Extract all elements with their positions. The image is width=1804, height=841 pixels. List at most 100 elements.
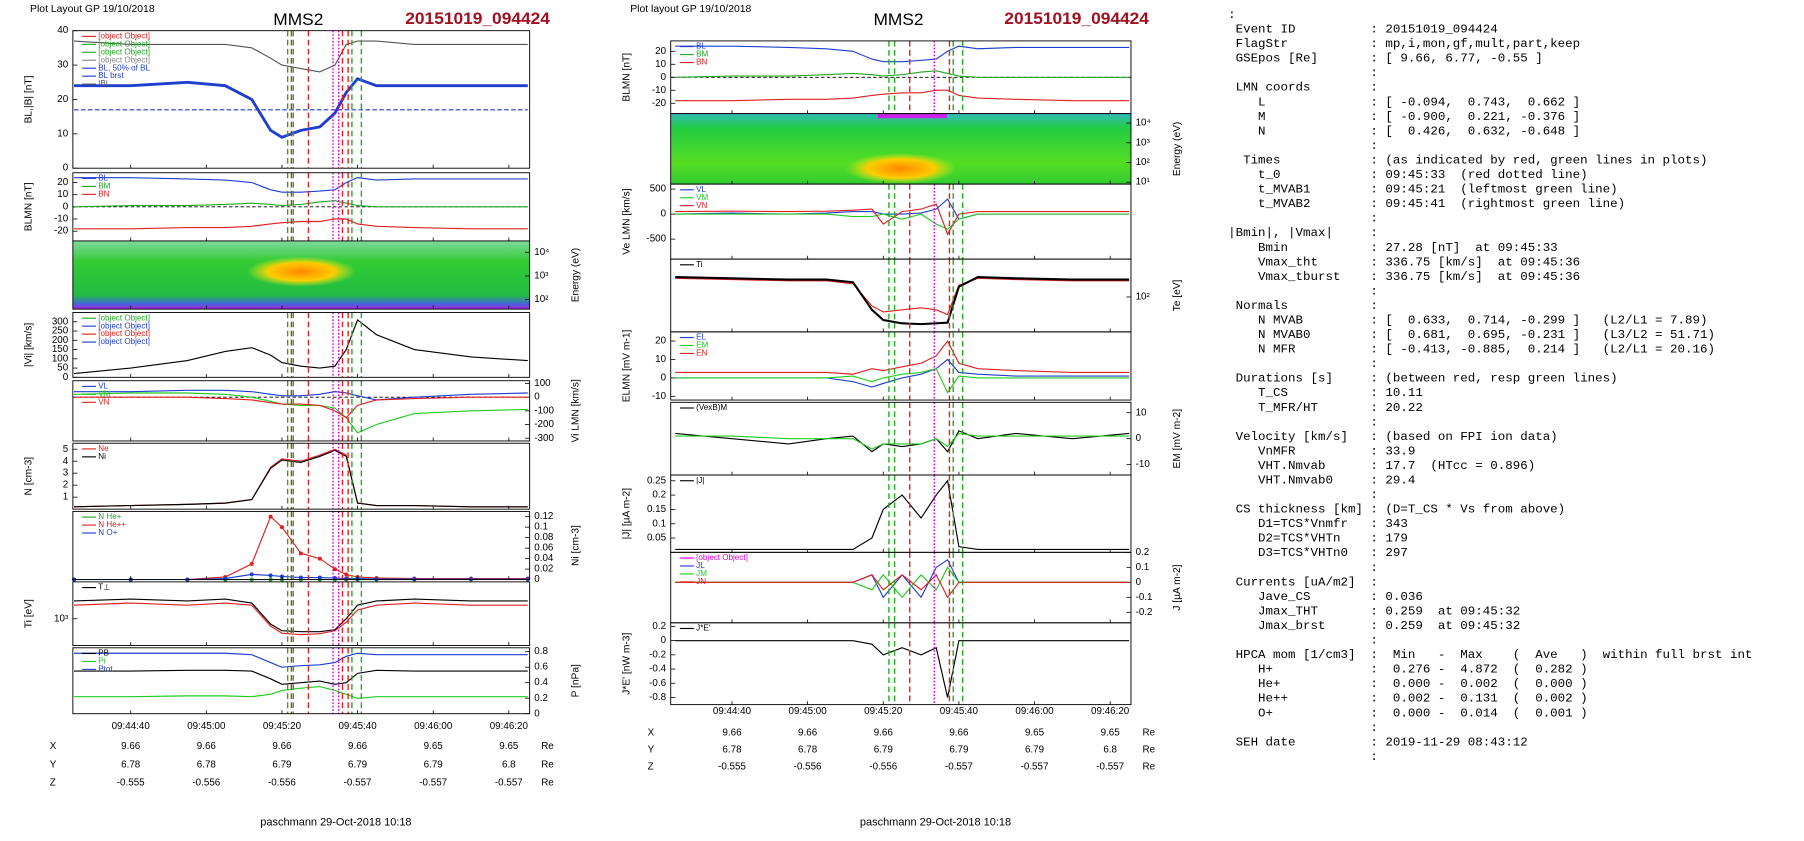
- series-point: [332, 575, 337, 581]
- series-point: [317, 575, 322, 580]
- series-line: [675, 430, 1130, 453]
- y-axis-label: BL,|B| [nT]: [24, 75, 35, 123]
- info-line: D2=TCS*VHTn : 179: [1228, 532, 1408, 546]
- position-value: -0.557: [1096, 762, 1124, 773]
- position-name: Z: [648, 762, 654, 773]
- y-tick-label: 5: [63, 444, 68, 455]
- y-tick-label: 10⁴: [1136, 118, 1151, 129]
- position-value: 6.78: [121, 759, 140, 770]
- info-line: Jmax_THT : 0.259 at 09:45:32: [1228, 605, 1520, 619]
- legend-label: JL: [696, 561, 705, 570]
- info-line: Durations [s] : (between red, resp green…: [1228, 372, 1618, 386]
- position-value: 9.66: [121, 741, 140, 752]
- info-line: Vmax_tburst : 336.75 [km/s] at 09:45:36: [1228, 270, 1580, 284]
- panel-frame: [72, 380, 531, 442]
- legend-label: (VexB)M: [696, 403, 727, 412]
- position-value: 6.79: [874, 745, 893, 756]
- y-tick-label: 0.25: [647, 475, 666, 486]
- info-line: :: [1228, 212, 1378, 226]
- series-line: [74, 515, 528, 580]
- position-value: -0.556: [268, 778, 296, 789]
- series-line: [675, 573, 1130, 599]
- position-value: 6.79: [1025, 745, 1044, 756]
- x-tick-label: 09:46:20: [490, 721, 529, 732]
- y-axis-label: N [cm-3]: [24, 457, 35, 496]
- y-tick-label: 10: [57, 189, 69, 200]
- position-value: 9.66: [722, 728, 741, 739]
- chart-title: MMS2: [873, 9, 923, 29]
- info-line: Vmax_tht : 336.75 [km/s] at 09:45:36: [1228, 255, 1580, 269]
- x-tick-label: 09:44:40: [713, 706, 752, 717]
- y-tick-label: 1: [63, 492, 68, 503]
- series-line: [675, 339, 1130, 375]
- y-tick-label: -10: [652, 391, 667, 402]
- position-value: -0.556: [192, 778, 220, 789]
- legend-label: N He++: [98, 520, 126, 529]
- y-tick-label: 20: [57, 94, 69, 105]
- x-tick-label: 09:45:20: [263, 721, 302, 732]
- series-point: [298, 551, 303, 556]
- panel-frame: [72, 510, 531, 581]
- y-tick-label: 50: [57, 363, 69, 374]
- series-line: [74, 685, 528, 699]
- spectrogram-hot: [246, 256, 357, 287]
- legend-label: EL: [696, 333, 706, 342]
- y-axis-label: Ti [eV]: [24, 599, 35, 628]
- spectrogram-hot: [845, 153, 957, 185]
- series-point: [317, 556, 322, 561]
- info-line: D3=TCS*VHTn0 : 297: [1228, 546, 1408, 560]
- y-tick-label: 0: [1136, 433, 1142, 444]
- y-tick-label: 10²: [1136, 292, 1151, 303]
- position-name: X: [50, 741, 57, 752]
- panel-frame: [72, 647, 531, 715]
- y-axis-label: |J| [µA m-2]: [621, 488, 632, 540]
- legend-label: BM: [98, 182, 110, 191]
- info-line: :: [1228, 561, 1378, 575]
- info-line: VnMFR : 33.9: [1228, 445, 1415, 459]
- info-line: :: [1228, 66, 1378, 80]
- series-line: [675, 432, 1130, 450]
- y-axis-label: EM [mV m-2]: [1172, 409, 1183, 469]
- info-line: FlagStr : mp,i,mon,gf,mult,part,keep: [1228, 37, 1580, 51]
- y-tick-label: 300: [52, 316, 69, 327]
- y-tick-label: 0: [63, 163, 69, 174]
- y-tick-label: -0.6: [649, 678, 666, 689]
- y-axis-label: BLMN [nT]: [24, 182, 35, 231]
- series-line: [675, 213, 1130, 230]
- x-tick-label: 09:45:40: [338, 721, 377, 732]
- y-tick-label: 0.2: [652, 490, 666, 501]
- y-tick-label: 0: [63, 372, 69, 383]
- position-name: Z: [50, 778, 56, 789]
- series-line: [675, 198, 1130, 220]
- y-tick-label: 0: [661, 209, 667, 220]
- y-axis-label: Ve LMN [km/s]: [621, 188, 632, 254]
- position-value: 9.66: [272, 741, 291, 752]
- y-tick-label: 30: [57, 60, 69, 71]
- y-tick-label: -10: [54, 214, 69, 225]
- legend-label: PB: [98, 649, 109, 658]
- chart-title: MMS2: [273, 9, 323, 29]
- series-line: [675, 479, 1130, 551]
- legend-label: Ptot: [98, 665, 113, 674]
- legend-label: EM: [696, 341, 708, 350]
- info-line: H+ : 0.276 - 4.872 ( 0.282 ): [1228, 663, 1588, 677]
- series-line: [74, 177, 528, 193]
- legend-label: BL, 50% of BL: [98, 63, 150, 72]
- y-tick-label: 0.1: [1136, 562, 1150, 573]
- series-line: [73, 602, 528, 636]
- panel-frame: [670, 401, 1132, 476]
- info-line: N MVAB0 : [ 0.681, 0.695, -0.231 ] (L3/L…: [1228, 328, 1715, 342]
- series-line: [675, 276, 1130, 326]
- y-axis-label: Te [eV]: [1172, 279, 1183, 311]
- series-point: [412, 577, 417, 582]
- position-unit: Re: [1143, 728, 1156, 739]
- info-line: :: [1228, 415, 1378, 429]
- y-axis-label: Ni [cm-3]: [571, 525, 582, 566]
- position-value: 9.66: [798, 728, 817, 739]
- y-tick-label: 0.12: [534, 511, 553, 522]
- series-line: [73, 392, 528, 434]
- legend-label: Ni: [98, 452, 106, 461]
- info-line: :: [1228, 721, 1378, 735]
- series-line: [74, 218, 528, 230]
